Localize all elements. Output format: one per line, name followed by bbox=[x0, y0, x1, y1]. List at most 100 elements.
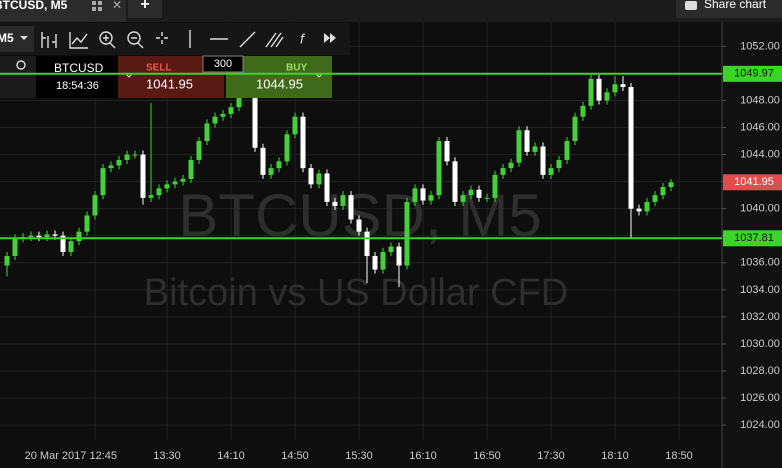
candle-body bbox=[484, 197, 490, 199]
symbol: BTCUSD bbox=[54, 61, 104, 75]
buy-arrow bbox=[315, 73, 323, 78]
candle-body bbox=[500, 168, 506, 175]
candles bbox=[4, 69, 674, 288]
candle-body bbox=[188, 159, 194, 179]
dropdown-arrow bbox=[20, 36, 28, 40]
candle-body bbox=[140, 154, 146, 198]
candle-body bbox=[540, 146, 546, 175]
x-tick-label: 13:30 bbox=[153, 450, 181, 462]
y-tick-label: 1028.00 bbox=[740, 365, 780, 377]
candle-body bbox=[340, 195, 346, 206]
candle-body bbox=[564, 141, 570, 160]
candle-body bbox=[356, 219, 362, 232]
candle-body bbox=[556, 159, 562, 169]
candle-body bbox=[476, 189, 482, 198]
tool-icons[interactable]: f bbox=[41, 30, 336, 49]
candle-body bbox=[388, 246, 394, 252]
candle-body bbox=[116, 159, 122, 166]
candle-body bbox=[300, 116, 306, 169]
candle-body bbox=[532, 146, 538, 152]
tab-grid-icon[interactable] bbox=[92, 1, 102, 11]
candle-body bbox=[108, 165, 114, 169]
candle-body bbox=[156, 188, 162, 196]
clock: 18:54:36 bbox=[56, 80, 99, 92]
candle-body bbox=[292, 116, 298, 135]
y-tick-label: 1052.00 bbox=[740, 40, 780, 52]
candle-body bbox=[668, 182, 674, 188]
new-tab-plus: + bbox=[140, 0, 149, 13]
candle-body bbox=[380, 251, 386, 270]
grid bbox=[0, 22, 722, 440]
candle-body bbox=[316, 173, 322, 185]
candle-body bbox=[332, 201, 338, 206]
candle-body bbox=[364, 231, 370, 257]
candle-body bbox=[588, 78, 594, 106]
symbol-box[interactable] bbox=[36, 56, 118, 98]
candle-body bbox=[4, 256, 10, 266]
candle-body bbox=[148, 195, 154, 198]
candle-body bbox=[412, 188, 418, 202]
candle-body bbox=[468, 189, 474, 196]
candle-body bbox=[196, 141, 202, 160]
tab-bar bbox=[0, 0, 782, 22]
timeframe-select[interactable] bbox=[0, 26, 34, 52]
amount-box[interactable] bbox=[202, 55, 244, 73]
x-tick-label: 14:50 bbox=[281, 450, 309, 462]
candle-body bbox=[372, 256, 378, 270]
x-tick-label: 17:30 bbox=[537, 450, 565, 462]
candle-body bbox=[628, 86, 634, 209]
share-button[interactable] bbox=[676, 0, 782, 18]
y-tick-label: 1048.00 bbox=[740, 94, 780, 106]
amount: 300 bbox=[214, 58, 232, 70]
x-tick-label: 15:30 bbox=[345, 450, 373, 462]
search-icon[interactable] bbox=[16, 60, 26, 70]
x-tick-label: 18:10 bbox=[601, 450, 629, 462]
candle-body bbox=[508, 162, 514, 169]
candle-body bbox=[428, 195, 434, 201]
tab[interactable] bbox=[0, 0, 126, 22]
share-label: Share chart bbox=[704, 0, 767, 11]
candle-body bbox=[228, 107, 234, 114]
candle-body bbox=[492, 174, 498, 198]
candle-body bbox=[164, 184, 170, 189]
svg-text:f: f bbox=[300, 31, 306, 47]
x-tick-label: 20 Mar 2017 12:45 bbox=[25, 450, 117, 462]
candle-body bbox=[652, 195, 658, 202]
candle-body bbox=[420, 188, 426, 201]
x-tick-label: 18:50 bbox=[665, 450, 693, 462]
candle-body bbox=[660, 187, 666, 196]
candle-body bbox=[308, 168, 314, 185]
x-tick-label: 16:10 bbox=[409, 450, 437, 462]
candle-body bbox=[620, 84, 626, 87]
candle-body bbox=[396, 246, 402, 266]
candle-body bbox=[604, 92, 610, 101]
y-tick-label: 1046.00 bbox=[740, 121, 780, 133]
candle-body bbox=[596, 78, 602, 101]
candle-body bbox=[612, 84, 618, 93]
level-tag bbox=[723, 230, 782, 247]
candle-body bbox=[644, 201, 650, 212]
buy-button[interactable] bbox=[226, 56, 332, 98]
candle-body bbox=[444, 141, 450, 162]
sell-arrow bbox=[125, 73, 133, 78]
candle-body bbox=[252, 86, 258, 148]
new-tab[interactable] bbox=[128, 0, 162, 18]
candle-body bbox=[580, 105, 586, 117]
candle-body bbox=[84, 215, 90, 232]
candle-body bbox=[572, 116, 578, 142]
candle-body bbox=[180, 178, 186, 182]
camera-icon bbox=[685, 1, 697, 10]
candle-body bbox=[452, 161, 458, 202]
y-tick-label: 1034.00 bbox=[740, 284, 780, 296]
y-tick-label: 1032.00 bbox=[740, 311, 780, 323]
candle-body bbox=[220, 113, 226, 117]
x-tick-label: 14:10 bbox=[217, 450, 245, 462]
candle-body bbox=[516, 130, 522, 163]
sell-label: SELL bbox=[146, 63, 172, 74]
timeframe: M5 bbox=[0, 31, 14, 45]
y-tick-label: 1024.00 bbox=[740, 419, 780, 431]
tab-close[interactable]: ✕ bbox=[112, 0, 122, 12]
y-tick-label: 1044.00 bbox=[740, 148, 780, 160]
buy-label: BUY bbox=[286, 63, 307, 74]
